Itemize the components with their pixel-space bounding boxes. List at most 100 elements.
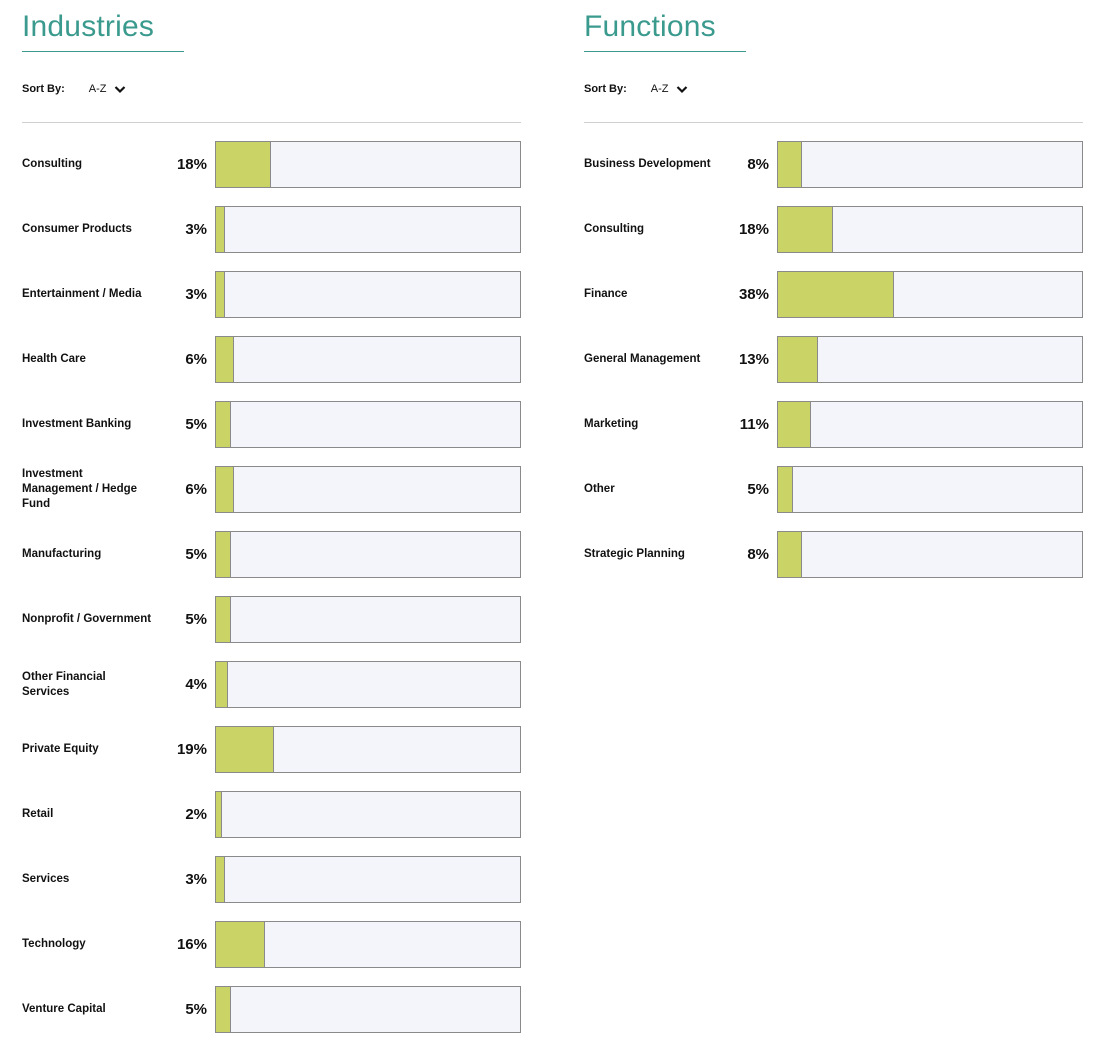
bar-category-label: Private Equity — [22, 743, 99, 755]
bar-track — [215, 596, 521, 643]
bar-row: Investment Management / Hedge Fund 6% — [22, 466, 521, 513]
bar-row: Investment Banking 5% — [22, 401, 521, 448]
bar-row: Other 5% — [584, 466, 1083, 513]
bar-value-label: 8% — [747, 546, 769, 563]
bar-track — [215, 986, 521, 1033]
bar-value-label: 6% — [185, 481, 207, 498]
bar-row: Strategic Planning 8% — [584, 531, 1083, 578]
bar-value-label: 3% — [185, 221, 207, 238]
industries-divider — [22, 122, 521, 123]
industries-sort: Sort By: A-Z — [22, 83, 126, 95]
functions-title: Functions — [584, 10, 716, 43]
bar-fill — [778, 272, 894, 317]
bar-track — [777, 141, 1083, 188]
bar-value-label: 16% — [176, 936, 207, 953]
bar-fill — [216, 922, 265, 967]
bar-track — [215, 661, 521, 708]
bar-track — [777, 466, 1083, 513]
bar-value-label: 2% — [185, 806, 207, 823]
bar-track — [215, 921, 521, 968]
bar-fill — [216, 272, 225, 317]
bar-category-label: General Management — [584, 353, 701, 365]
bar-category-label: Health Care — [22, 353, 86, 365]
bar-value-label: 6% — [185, 351, 207, 368]
bar-track — [215, 336, 521, 383]
bar-row: Venture Capital 5% — [22, 986, 521, 1033]
bar-value-label: 3% — [185, 871, 207, 888]
bar-row: Private Equity 19% — [22, 726, 521, 773]
bar-track — [777, 336, 1083, 383]
industries-sort-value[interactable]: A-Z — [88, 83, 107, 95]
bar-category-label: Nonprofit / Government — [22, 613, 152, 625]
bar-category-label: Entertainment / Media — [22, 288, 142, 300]
bar-fill — [778, 402, 811, 447]
bar-track — [215, 271, 521, 318]
bar-category-label: Retail — [22, 808, 54, 820]
bar-fill — [216, 402, 231, 447]
bar-track — [215, 466, 521, 513]
bar-row: Entertainment / Media 3% — [22, 271, 521, 318]
bar-fill — [216, 467, 234, 512]
functions-sort-dropdown[interactable]: A-Z — [651, 83, 688, 95]
bar-track — [215, 531, 521, 578]
bar-category-label: Consulting — [584, 223, 645, 235]
functions-sort-value[interactable]: A-Z — [650, 83, 669, 95]
bar-category-label: Venture Capital — [22, 1003, 106, 1015]
bar-category-label: Services — [22, 873, 70, 885]
bar-value-label: 18% — [738, 221, 769, 238]
bar-track — [777, 206, 1083, 253]
bar-category-label: Technology — [22, 938, 86, 950]
chevron-down-icon[interactable] — [676, 85, 688, 94]
bar-category-label: Strategic Planning — [584, 548, 685, 560]
bar-row: Technology 16% — [22, 921, 521, 968]
bar-track — [777, 401, 1083, 448]
bar-row: Retail 2% — [22, 791, 521, 838]
bar-value-label: 13% — [738, 351, 769, 368]
bar-fill — [778, 207, 833, 252]
chevron-down-icon[interactable] — [114, 85, 126, 94]
bar-category-label: Consulting — [22, 158, 83, 170]
bar-fill — [216, 662, 228, 707]
bar-fill — [778, 467, 793, 512]
functions-sort-label: Sort By: — [584, 83, 627, 95]
bar-track — [215, 141, 521, 188]
bar-row: Health Care 6% — [22, 336, 521, 383]
bar-track — [215, 856, 521, 903]
bar-row: General Management 13% — [584, 336, 1083, 383]
bar-fill — [216, 532, 231, 577]
bar-fill — [778, 337, 818, 382]
industries-title-underline — [22, 51, 184, 52]
industries-sort-label: Sort By: — [22, 83, 65, 95]
bar-category-label: Finance — [584, 288, 628, 300]
bar-value-label: 38% — [738, 286, 769, 303]
bar-fill — [216, 142, 271, 187]
bar-row: Nonprofit / Government 5% — [22, 596, 521, 643]
bar-category-label: Manufacturing — [22, 548, 102, 560]
bar-row: Finance 38% — [584, 271, 1083, 318]
bar-value-label: 5% — [185, 611, 207, 628]
bar-row: Manufacturing 5% — [22, 531, 521, 578]
bar-fill — [216, 987, 231, 1032]
industries-sort-dropdown[interactable]: A-Z — [89, 83, 126, 95]
bar-value-label: 5% — [747, 481, 769, 498]
functions-sort: Sort By: A-Z — [584, 83, 688, 95]
bar-track — [215, 401, 521, 448]
bar-value-label: 5% — [185, 546, 207, 563]
bar-category-label: Other — [584, 483, 615, 495]
bar-value-label: 5% — [185, 1001, 207, 1018]
bar-row: Consulting 18% — [22, 141, 521, 188]
bar-track — [777, 271, 1083, 318]
bar-value-label: 19% — [176, 741, 207, 758]
bar-row: Services 3% — [22, 856, 521, 903]
bar-row: Consulting 18% — [584, 206, 1083, 253]
industries-title: Industries — [22, 10, 155, 43]
bar-fill — [216, 337, 234, 382]
bar-value-label: 8% — [747, 156, 769, 173]
bar-value-label: 3% — [185, 286, 207, 303]
bar-fill — [216, 597, 231, 642]
bar-fill — [778, 532, 802, 577]
bar-row: Other Financial Services 4% — [22, 661, 521, 708]
bar-fill — [778, 142, 802, 187]
bar-row: Consumer Products 3% — [22, 206, 521, 253]
bar-value-label: 5% — [185, 416, 207, 433]
